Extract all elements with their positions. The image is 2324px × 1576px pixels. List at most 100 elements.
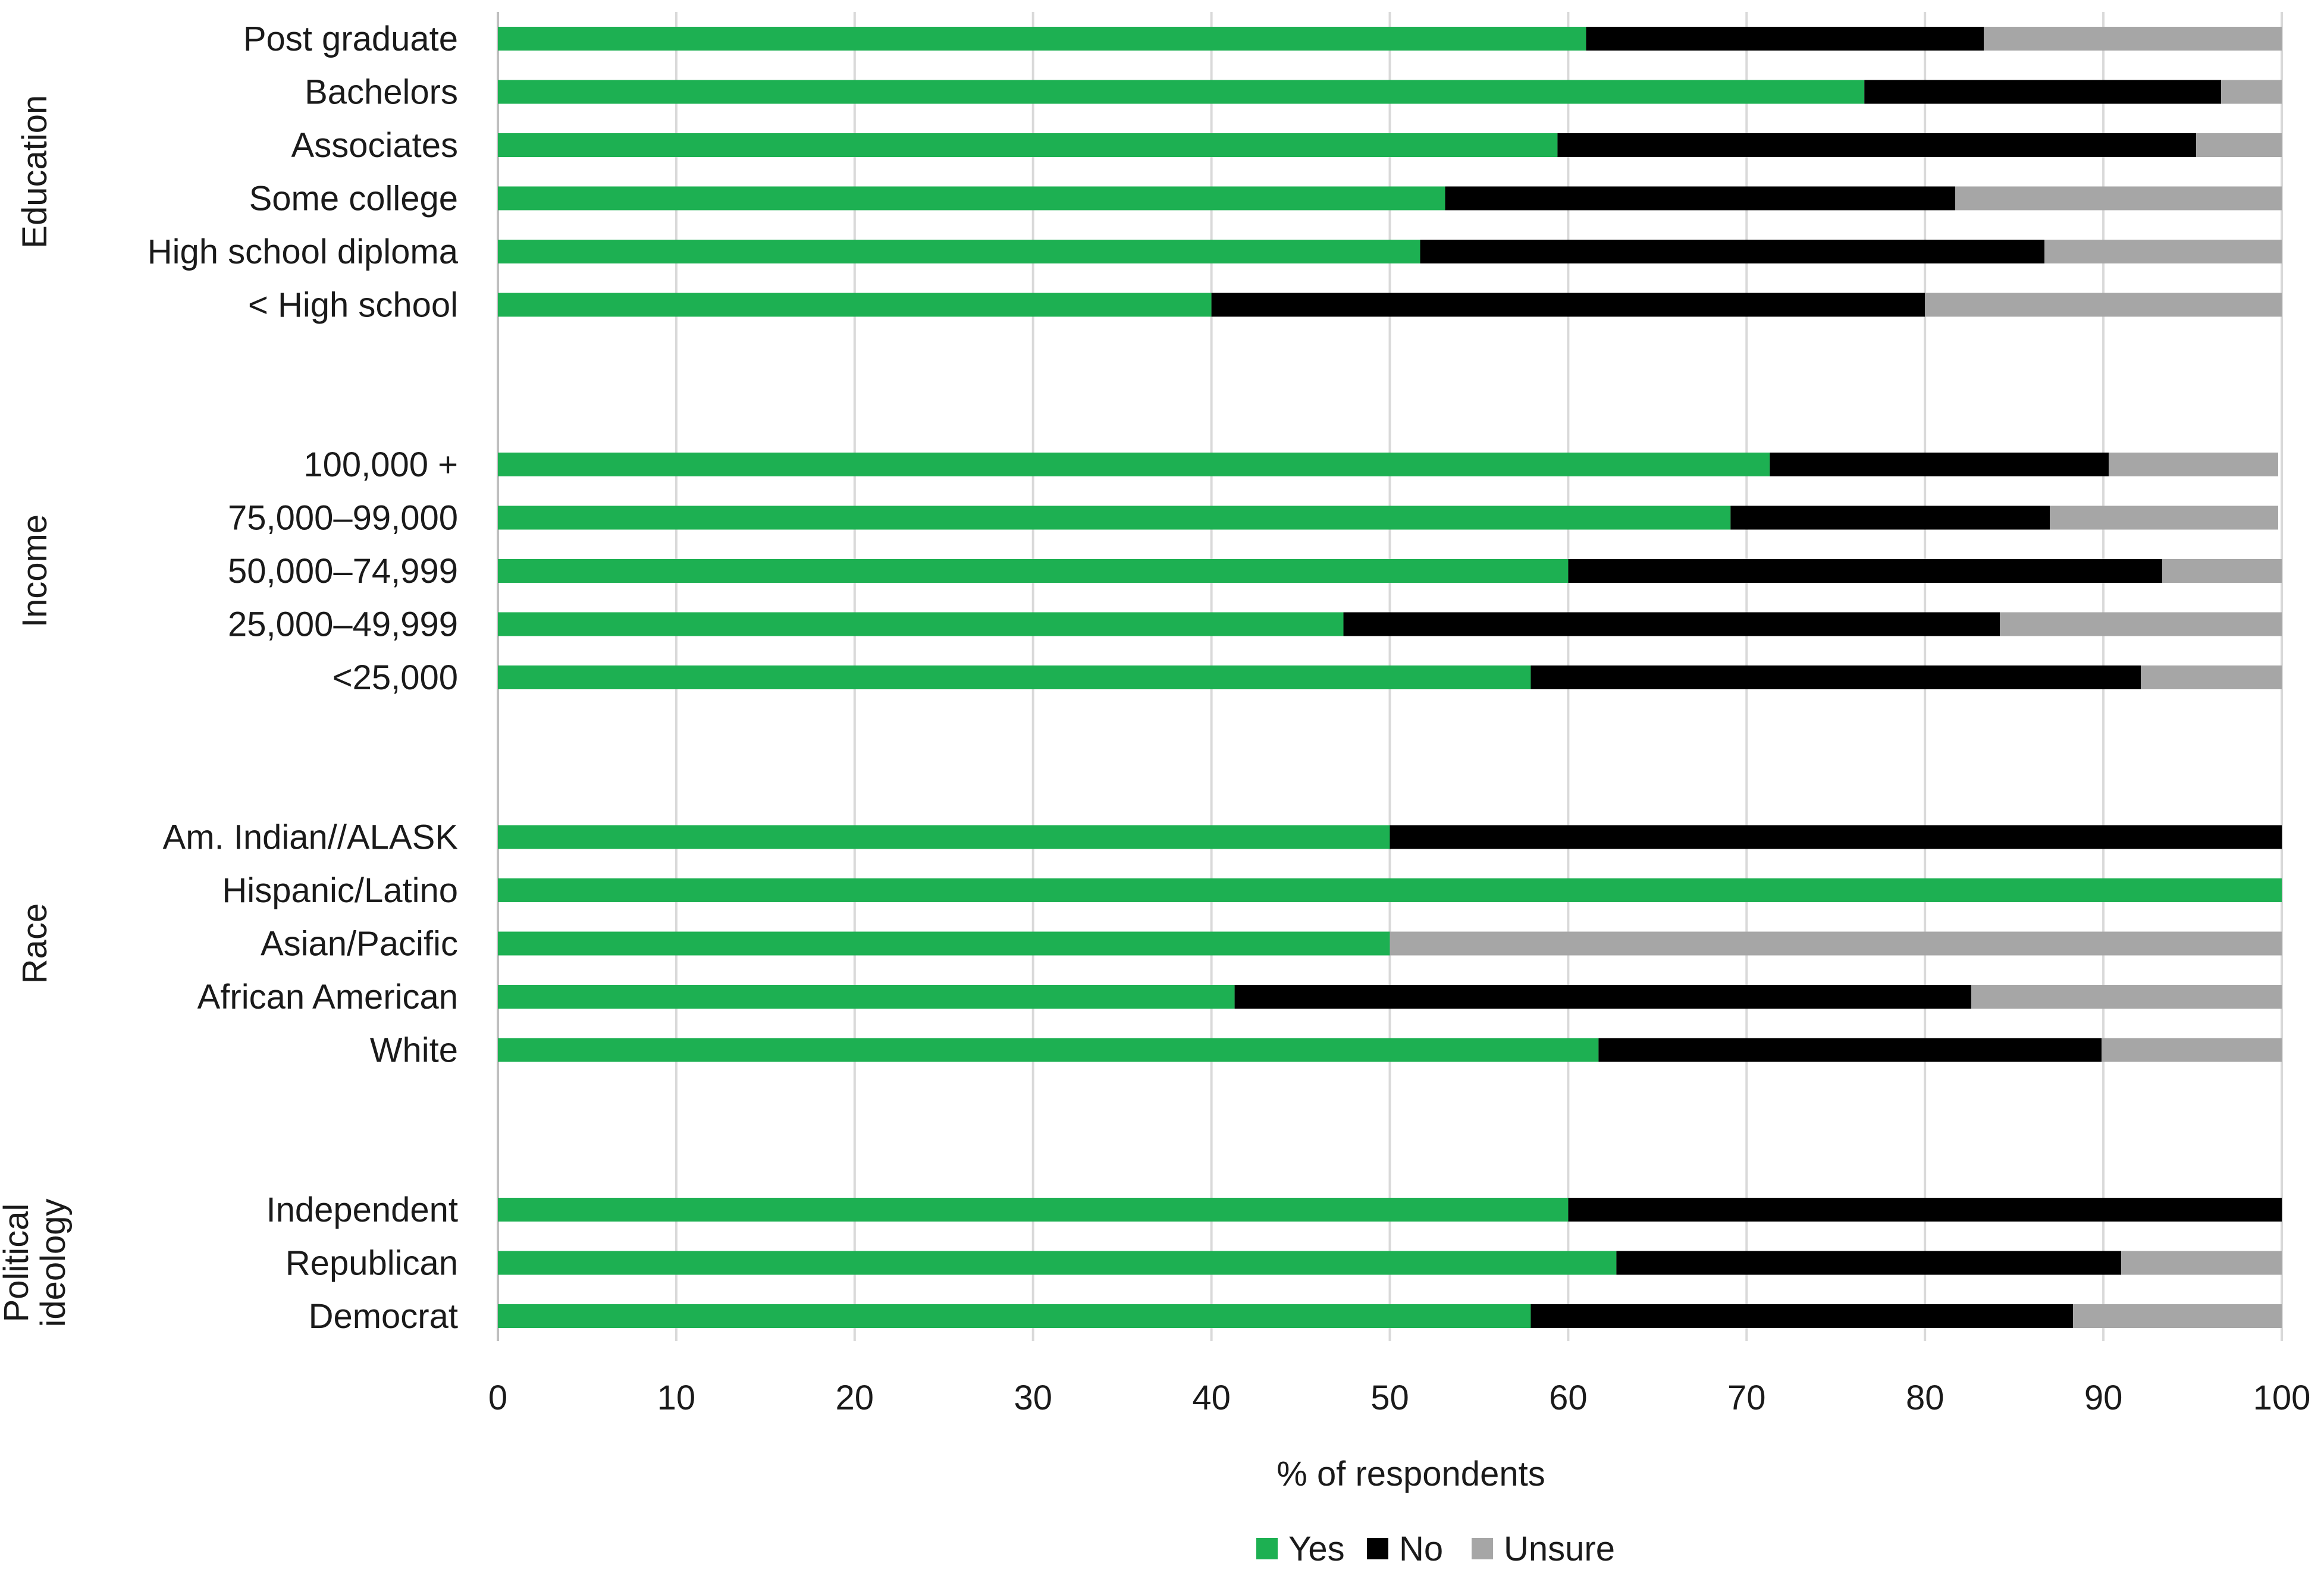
category-label-g0-c2: Associates [291,126,458,165]
bar-yes-g1-c4 [498,665,1531,689]
x-tick-label-30: 30 [1014,1379,1052,1417]
bar-unsure-g0-c0 [1984,27,2282,51]
category-label-g0-c4: High school diploma [148,233,459,271]
legend-label-unsure: Unsure [1504,1530,1615,1568]
bar-yes-g2-c3 [498,985,1235,1009]
x-tick-label-20: 20 [836,1379,874,1417]
category-label-g0-c0: Post graduate [243,20,458,58]
bar-no-g0-c0 [1586,27,1984,51]
bar-yes-g1-c0 [498,453,1770,476]
category-label-g1-c3: 25,000–49,999 [228,605,458,644]
x-axis-title: % of respondents [1277,1455,1545,1493]
category-label-g2-c2: Asian/Pacific [261,925,458,963]
x-tick-label-40: 40 [1192,1379,1231,1417]
category-label-g2-c1: Hispanic/Latino [222,871,458,910]
bars [498,27,2282,1328]
bar-no-g2-c4 [1598,1038,2102,1062]
x-tick-label-80: 80 [1906,1379,1944,1417]
group-label-line: Political [0,1204,36,1323]
category-label-g0-c1: Bachelors [305,73,458,112]
legend: Yes No Unsure [1256,1530,1615,1568]
bar-yes-g0-c2 [498,133,1558,157]
bar-no-g3-c2 [1530,1304,2074,1328]
bar-unsure-g1-c3 [2000,612,2282,636]
category-label-g0-c3: Some college [249,180,458,218]
bar-no-g2-c3 [1234,985,1972,1009]
bar-unsure-g2-c4 [2102,1038,2282,1062]
bar-yes-g0-c3 [498,186,1445,211]
category-label-g3-c0: Independent [266,1191,458,1229]
group-label-race: Race [15,903,54,984]
bar-no-g1-c3 [1343,612,2000,636]
category-label-g1-c4: <25,000 [333,658,458,697]
bar-no-g3-c0 [1568,1198,2282,1222]
bar-no-g1-c1 [1730,506,2050,530]
bar-no-g0-c3 [1445,186,1956,211]
group-label-line: Race [15,903,54,984]
group-label-line: ideology [34,1198,73,1327]
x-tick-label-50: 50 [1370,1379,1409,1417]
bar-unsure-g2-c3 [1971,985,2282,1009]
bar-yes-g3-c1 [498,1251,1617,1275]
bar-unsure-g0-c5 [1925,293,2282,317]
category-label-g0-c5: < High school [248,286,458,325]
bar-unsure-g3-c2 [2073,1304,2282,1328]
category-label-g1-c1: 75,000–99,000 [228,499,458,538]
bar-no-g0-c2 [1557,133,2197,157]
bar-unsure-g0-c3 [1955,186,2282,211]
bar-yes-g0-c4 [498,240,1420,263]
x-tick-label-60: 60 [1549,1379,1588,1417]
x-tick-label-90: 90 [2084,1379,2123,1417]
bar-yes-g2-c4 [498,1038,1599,1062]
category-label-g1-c0: 100,000 + [303,445,458,484]
category-label-g2-c4: White [370,1031,458,1070]
group-label-political-ideology: Politicalideology [0,1198,73,1327]
bar-yes-g0-c1 [498,80,1865,104]
x-tick-label-70: 70 [1727,1379,1766,1417]
group-label-education: Education [15,95,54,249]
x-tick-labels: 0 10 20 30 40 50 60 70 80 90 100 [488,1379,2311,1417]
bar-unsure-g3-c1 [2121,1251,2282,1275]
bar-unsure-g1-c4 [2141,665,2282,689]
bar-unsure-g1-c0 [2109,453,2279,476]
bar-yes-g2-c2 [498,931,1390,956]
bar-unsure-g0-c4 [2044,240,2282,263]
category-labels: Post graduate Bachelors Associates Some col… [148,20,459,1336]
bar-no-g0-c5 [1211,293,1925,317]
group-label-line: Income [15,514,54,627]
bar-yes-g1-c3 [498,612,1344,636]
legend-label-yes: Yes [1288,1530,1345,1568]
bar-yes-g2-c1 [498,878,2282,902]
bar-yes-g1-c1 [498,506,1731,530]
group-label-income: Income [15,514,54,627]
category-label-g3-c2: Democrat [309,1297,458,1336]
bar-no-g1-c4 [1530,665,2141,689]
bar-yes-g3-c0 [498,1198,1569,1222]
bar-no-g1-c2 [1568,559,2163,583]
x-tick-label-10: 10 [657,1379,696,1417]
bar-yes-g3-c2 [498,1304,1531,1328]
bar-no-g2-c0 [1390,825,2282,849]
bar-unsure-g1-c1 [2050,506,2279,530]
bar-unsure-g2-c2 [1390,931,2282,956]
legend-label-no: No [1399,1530,1443,1568]
bar-yes-g1-c2 [498,559,1569,583]
bar-no-g3-c1 [1616,1251,2122,1275]
bar-yes-g0-c0 [498,27,1586,51]
legend-swatch-yes [1256,1538,1278,1559]
category-label-g2-c0: Am. Indian//ALASK [163,818,459,857]
legend-swatch-unsure [1472,1538,1493,1559]
bar-no-g0-c4 [1420,240,2045,263]
category-label-g3-c1: Republican [286,1244,458,1283]
bar-unsure-g0-c1 [2221,80,2282,104]
bar-unsure-g1-c2 [2162,559,2282,583]
x-tick-label-0: 0 [488,1379,507,1417]
bar-no-g1-c0 [1770,453,2109,476]
group-label-line: Education [15,95,54,249]
group-labels: Education Income Race Politicalideology [0,95,73,1327]
bar-yes-g2-c0 [498,825,1390,849]
bar-unsure-g0-c2 [2196,133,2282,157]
x-tick-label-100: 100 [2253,1379,2311,1417]
bar-no-g0-c1 [1864,80,2222,104]
